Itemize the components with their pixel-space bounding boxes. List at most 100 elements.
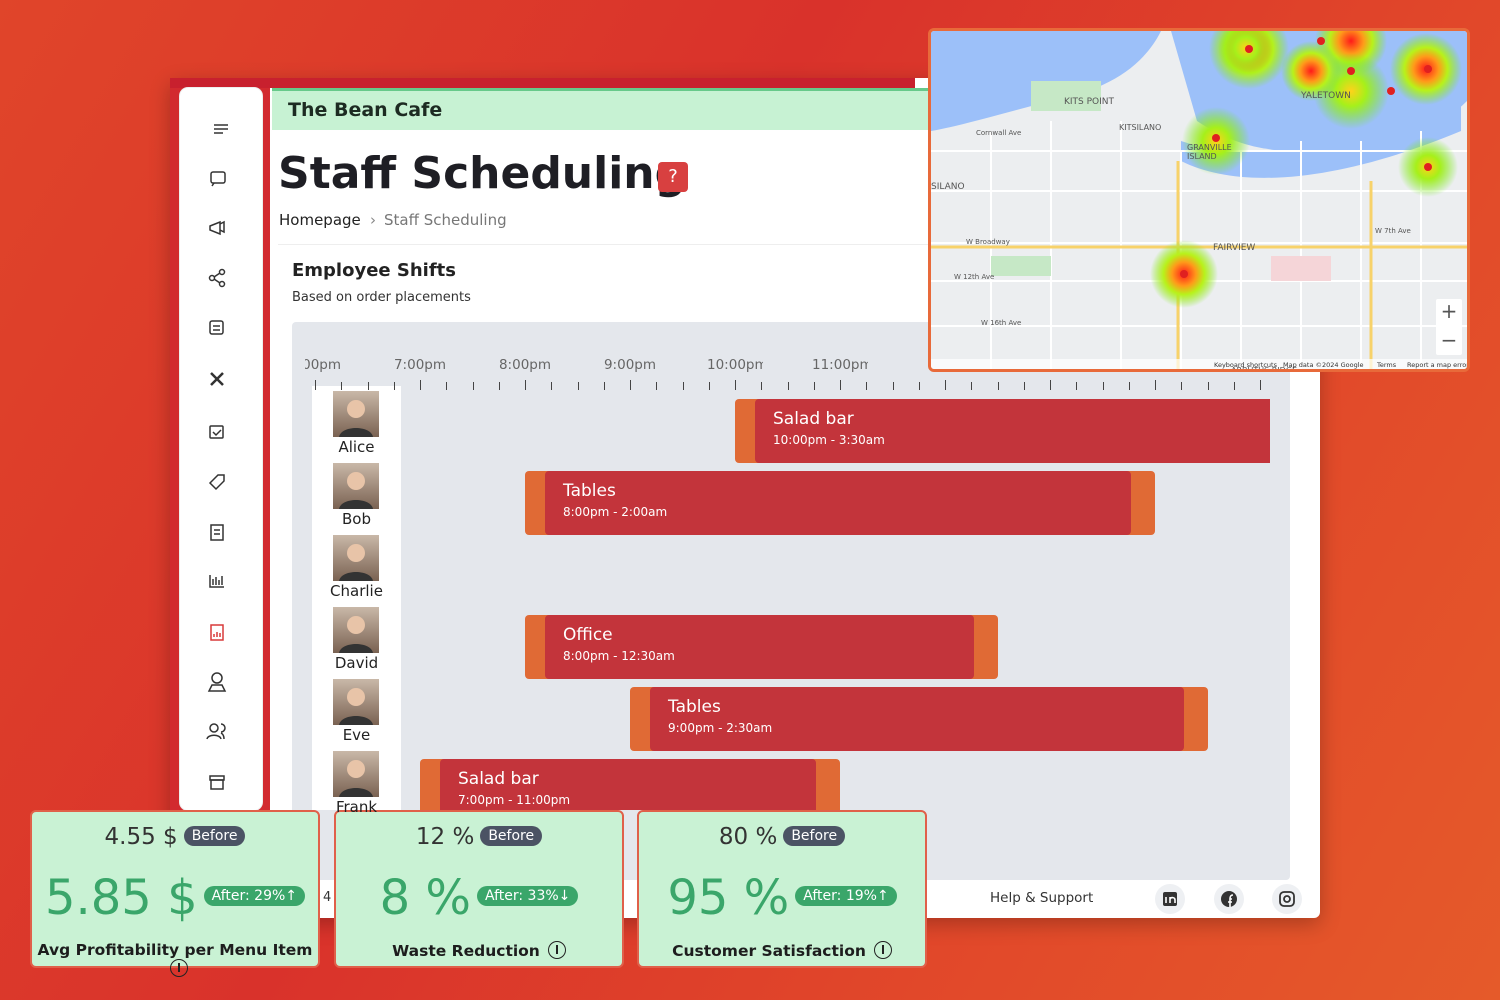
info-icon[interactable] [873, 941, 892, 959]
zoom-in[interactable]: + [1440, 299, 1458, 323]
hour-label: 7:00pm [393, 357, 447, 373]
breadcrumb-separator: › [370, 211, 376, 229]
shift-body: Tables 9:00pm - 2:30am [650, 687, 1184, 751]
info-icon[interactable] [170, 959, 188, 977]
tick [682, 382, 684, 390]
tick [1128, 382, 1130, 390]
shift-body: Office 8:00pm - 12:30am [545, 615, 974, 679]
map[interactable]: KITS POINT KITSILANO YALETOWN FAIRVIEW GRANV… [928, 28, 1470, 372]
avatar [333, 463, 379, 509]
map-canvas [931, 31, 1467, 369]
label-text: Waste Reduction [392, 942, 540, 960]
tick [1233, 382, 1235, 390]
avatar [333, 391, 379, 437]
sidebar [180, 88, 262, 810]
tick [1207, 382, 1209, 390]
breadcrumb-current: Staff Scheduling [384, 211, 507, 229]
before-value: 12 % [415, 824, 475, 850]
map-attribution[interactable]: Keyboard shortcuts [1214, 361, 1277, 369]
card-subtitle: Based on order placements [292, 290, 471, 305]
map-attribution[interactable]: Map data ©2024 Google [1283, 361, 1364, 369]
hour-label: 8:00pm [498, 357, 552, 373]
metric-after: 8 % After: 33%↓ [336, 870, 622, 926]
map-label: KITS POINT [1064, 97, 1115, 107]
tick [735, 380, 736, 390]
map-attribution[interactable]: Report a map error [1407, 361, 1469, 369]
instagram-icon[interactable] [1272, 884, 1302, 914]
before-tag: Before [480, 826, 543, 846]
divider [278, 244, 928, 245]
info-glyph [881, 945, 884, 954]
tick [866, 382, 868, 390]
avatar-figure [339, 688, 373, 725]
shift-body: Tables 8:00pm - 2:00am [545, 471, 1131, 535]
tick [472, 382, 474, 390]
label-text: Avg Profitability per Menu Item [37, 941, 313, 959]
page-title: Staff Scheduling [278, 148, 687, 199]
label-text: Customer Satisfaction [672, 942, 866, 960]
employee-name: Eve [342, 726, 371, 744]
avatar [333, 751, 379, 797]
before-tag: Before [183, 826, 246, 846]
employee-name: Bob [342, 510, 371, 528]
map-label: YALETOWN [1301, 91, 1351, 101]
shift-body: Salad bar 10:00pm - 3:30am [755, 399, 1270, 463]
info-icon[interactable] [547, 941, 566, 959]
map-attribution[interactable]: Terms [1377, 361, 1397, 369]
after-value: 5.85 $ [44, 870, 198, 926]
avatar-figure [339, 544, 373, 581]
map-label: Cornwall Ave [976, 129, 1022, 137]
map-label: W 7th Ave [1375, 227, 1411, 235]
change-tag: After: 29%↑ [203, 886, 306, 906]
tick [840, 380, 841, 390]
shift-bar[interactable]: Salad bar 10:00pm - 3:30am [735, 399, 1270, 463]
shift-bar[interactable]: Tables 8:00pm - 2:00am [525, 471, 1155, 535]
tick [498, 382, 500, 390]
metric-card: 4.55 $ Before 5.85 $ After: 29%↑ Avg Profita… [30, 810, 320, 977]
shift-role: Office [563, 625, 613, 645]
zoom-out[interactable]: − [1440, 328, 1458, 352]
help-support-link[interactable]: Help & Support [990, 890, 1094, 906]
shift-role: Salad bar [773, 409, 854, 429]
before-value: 80 % [718, 824, 778, 850]
hour-label: 11:00pm [812, 357, 873, 373]
info-glyph [178, 963, 180, 972]
after-value: 95 % [667, 870, 790, 926]
help-button[interactable]: ? [658, 162, 688, 192]
tick [892, 382, 894, 390]
avatar-figure [339, 400, 373, 437]
tick [1050, 380, 1051, 390]
tick [446, 382, 448, 390]
tick [603, 382, 605, 390]
shift-role: Tables [668, 697, 721, 717]
metric-after: 5.85 $ After: 29%↑ [32, 870, 318, 926]
map-label: KITSILANO [1119, 123, 1162, 132]
after-value: 8 % [379, 870, 471, 926]
avatar [333, 535, 379, 581]
avatar-figure [339, 760, 373, 797]
hour-label: 9:00pm [603, 357, 657, 373]
metric-label: Waste Reduction [336, 941, 622, 960]
shift-bar[interactable]: Office 8:00pm - 12:30am [525, 615, 998, 679]
sidebar-icons [206, 124, 228, 790]
shift-bar[interactable]: Salad bar 7:00pm - 11:00pm [420, 759, 840, 810]
metric-before: 80 % Before [639, 824, 925, 850]
shift-time: 8:00pm - 2:00am [563, 505, 668, 519]
breadcrumb-link[interactable]: Homepage [279, 211, 361, 229]
tick [813, 382, 815, 390]
hour-label: 6:00pm [288, 357, 342, 373]
tick [1076, 382, 1078, 390]
shift-bar[interactable]: Tables 9:00pm - 2:30am [630, 687, 1208, 751]
metric-after: 95 % After: 19%↑ [639, 870, 925, 926]
map-label: W 12th Ave [954, 273, 995, 281]
map-label: FAIRVIEW [1213, 243, 1256, 253]
metric-label: Customer Satisfaction [639, 941, 925, 960]
tick [393, 382, 395, 390]
before-value: 4.55 $ [104, 824, 178, 850]
card-title: Employee Shifts [292, 260, 456, 281]
tick [945, 380, 946, 390]
tick [787, 382, 789, 390]
tick [420, 380, 421, 390]
metric-card: 12 % Before 8 % After: 33%↓ Waste Reduction [334, 810, 624, 968]
